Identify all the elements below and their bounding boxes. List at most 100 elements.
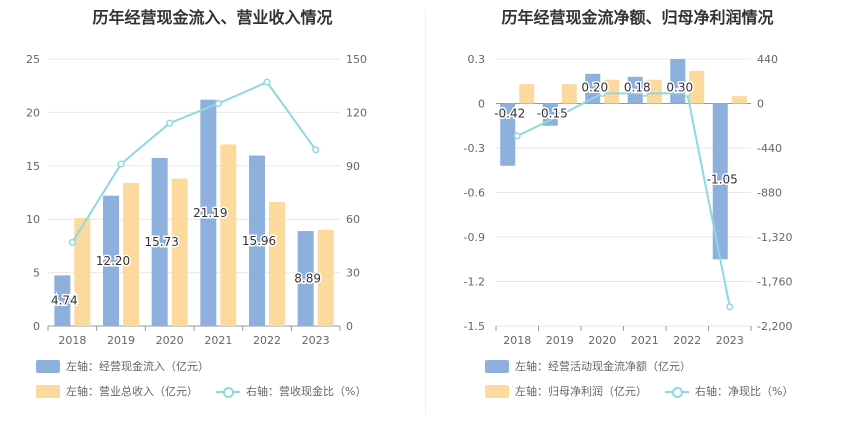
bar-series2 — [123, 182, 139, 326]
data-label: 21.19 — [193, 206, 227, 220]
x-tick-label: 2018 — [503, 334, 531, 347]
legend-item-bar2[interactable]: 左轴：归母净利润（亿元） — [485, 383, 647, 399]
data-label: 15.96 — [242, 234, 276, 248]
legend-item-bar1[interactable]: 左轴：经营现金流入（亿元） — [36, 358, 209, 374]
right-axis-tick-label: 60 — [346, 213, 360, 226]
bar-series1 — [103, 195, 119, 326]
legend-item-bar2[interactable]: 左轴：营业总收入（亿元） — [36, 383, 198, 399]
right-axis-tick-label: -1,320 — [757, 231, 792, 244]
data-label: 8.89 — [294, 272, 321, 286]
legend-item-line[interactable]: 右轴：净现比（%） — [665, 383, 793, 399]
bar-series1 — [670, 59, 686, 104]
left-axis-tick-label: 5 — [33, 267, 40, 280]
chart-plot: 0.30-0.3-0.6-0.9-1.2-1.54400-440-880-1,3… — [464, 53, 793, 347]
legend-item-line[interactable]: 右轴：营收现金比（%） — [216, 383, 366, 399]
bar-series2 — [519, 84, 535, 104]
bar-series1 — [151, 158, 168, 326]
bar-series2 — [604, 79, 620, 104]
legend-swatch-line — [216, 385, 240, 398]
right-axis-tick-label: 150 — [346, 53, 367, 66]
line-point — [166, 119, 174, 127]
legend-row-2: 左轴：归母净利润（亿元） 右轴：净现比（%） — [485, 383, 811, 399]
line-point — [117, 160, 125, 168]
line-point — [263, 78, 271, 86]
bar-series1 — [297, 231, 314, 326]
right-axis-tick-label: -440 — [757, 142, 782, 155]
legend-swatch-bar1 — [485, 359, 509, 373]
bar-series2 — [171, 178, 188, 326]
bar-series1 — [627, 76, 643, 104]
right-axis-tick-label: -2,200 — [757, 320, 792, 333]
right-axis-tick-label: 0 — [346, 320, 353, 333]
left-axis-tick-label: 0 — [33, 320, 40, 333]
legend-row-2: 左轴：营业总收入（亿元） 右轴：营收现金比（%） — [36, 383, 384, 399]
legend-swatch-bar2 — [36, 384, 60, 398]
bar-series2 — [220, 144, 237, 326]
line-point — [726, 303, 734, 311]
legend-item-bar1[interactable]: 左轴：经营活动现金流净额（亿元） — [485, 358, 691, 374]
line-point — [683, 89, 691, 97]
right-axis-tick-label: 90 — [346, 160, 360, 173]
bar-series2 — [317, 229, 334, 326]
x-tick-label: 2021 — [204, 334, 232, 347]
bar-series1 — [712, 103, 728, 260]
bar-series2 — [74, 218, 91, 326]
x-tick-label: 2018 — [58, 334, 86, 347]
right-axis-tick-label: 440 — [757, 53, 778, 66]
bar-series2 — [731, 96, 747, 104]
panel-divider — [425, 10, 426, 415]
chart-panel-cash-inflow-revenue: 历年经营现金流入、营业收入情况 0 5 10 15 20 25 0 30 60 90 120 150 2… — [26, 8, 384, 399]
data-label: 0.30 — [666, 81, 693, 95]
right-axis-tick-label: 120 — [346, 106, 367, 119]
legend-label: 左轴：营业总收入（亿元） — [66, 385, 198, 398]
bar-series2 — [269, 202, 285, 326]
bar-series1 — [249, 155, 265, 326]
x-tick-label: 2022 — [253, 334, 281, 347]
chart-title: 历年经营现金流净额、归母净利润情况 — [501, 8, 774, 27]
line-point — [556, 112, 564, 120]
left-axis-tick-label: -1.2 — [464, 276, 485, 289]
line-point — [513, 132, 521, 140]
chart-panel-net-cash-profit: 历年经营现金流净额、归母净利润情况 0.3 0 -0.3 -0.6 -0.9 -1.2 -1… — [425, 0, 850, 437]
data-label: 0.18 — [624, 81, 651, 95]
right-axis-tick-label: -1,760 — [757, 276, 792, 289]
data-label: -1.05 — [707, 173, 738, 187]
chart-plot: 0 5 10 15 20 25 0 30 60 90 120 150 2018 2019 2020 2021 2… — [26, 53, 367, 347]
bar-series2 — [689, 70, 705, 104]
bar-series2 — [561, 84, 577, 104]
left-axis-tick-label: 0.3 — [468, 53, 486, 66]
left-axis-tick-label: 10 — [26, 213, 40, 226]
right-axis-tick-label: -880 — [757, 187, 782, 200]
bar-series1 — [542, 103, 558, 126]
x-tick-label: 2020 — [156, 334, 184, 347]
line-point — [68, 238, 76, 246]
bar-series1 — [500, 103, 516, 166]
left-axis-tick-label: 15 — [26, 160, 40, 173]
legend-label: 左轴：经营活动现金流净额（亿元） — [515, 360, 691, 373]
legend-label: 右轴：营收现金比（%） — [246, 385, 367, 398]
left-axis-tick-label: 20 — [26, 106, 40, 119]
x-tick-label: 2023 — [302, 334, 330, 347]
right-axis-tick-label: 0 — [757, 98, 764, 111]
legend-swatch-line — [665, 385, 689, 398]
x-tick-label: 2023 — [716, 334, 744, 347]
legend-label: 右轴：净现比（%） — [695, 385, 794, 398]
x-tick-label: 2020 — [588, 334, 616, 347]
left-axis-tick-label: -1.5 — [464, 320, 485, 333]
right-axis-tick-label: 30 — [346, 267, 360, 280]
legend-row-1: 左轴：经营现金流入（亿元） — [36, 358, 227, 374]
data-label: 12.20 — [96, 254, 130, 268]
bar-series1 — [200, 99, 217, 327]
legend-label: 左轴：经营现金流入（亿元） — [66, 360, 209, 373]
bar-series1 — [54, 275, 71, 326]
x-tick-label: 2021 — [631, 334, 659, 347]
data-label: 15.73 — [144, 235, 178, 249]
data-label: -0.42 — [494, 107, 525, 121]
data-label: 0.20 — [581, 81, 608, 95]
legend-row-1: 左轴：经营活动现金流净额（亿元） — [485, 358, 709, 374]
line-point — [641, 89, 649, 97]
x-tick-label: 2019 — [546, 334, 574, 347]
left-axis-tick-label: -0.3 — [464, 142, 485, 155]
data-label: 4.74 — [51, 294, 78, 308]
bar-series2 — [646, 79, 662, 104]
